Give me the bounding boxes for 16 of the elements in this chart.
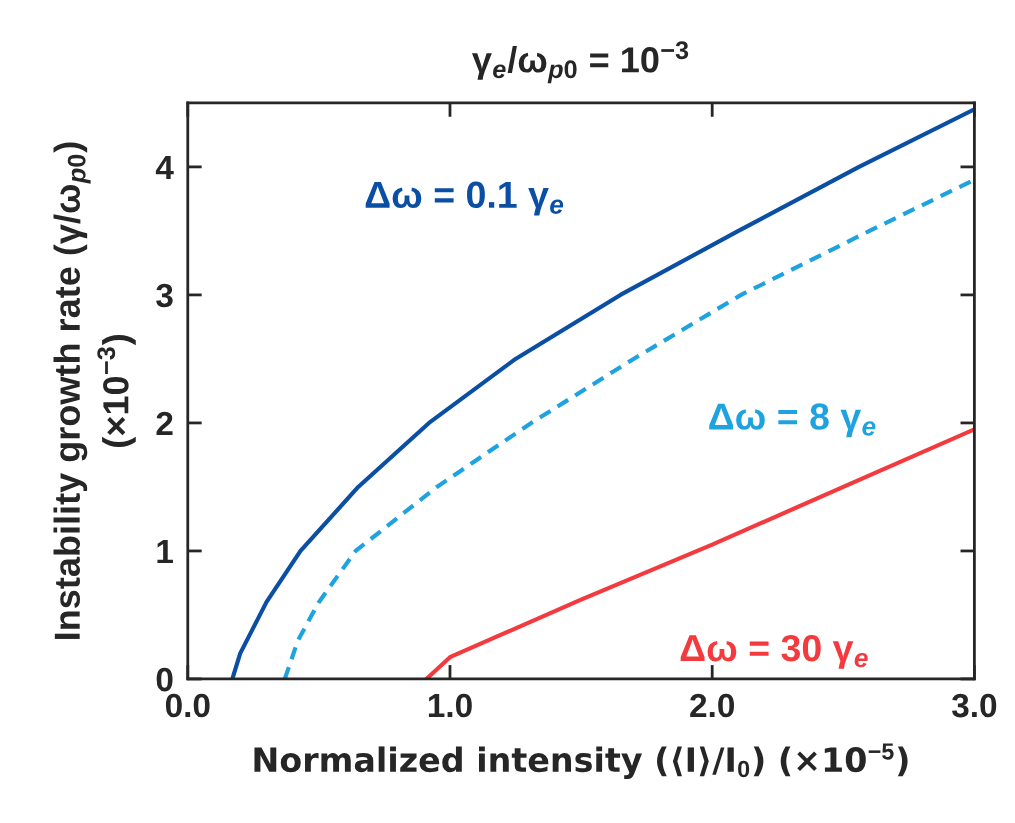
text: Δω = 8 γ$_{e}$ bbox=[709, 403, 876, 438]
x-tick-label: 2.0 bbox=[690, 693, 734, 718]
y-tick-label: 1 bbox=[157, 540, 173, 564]
chart-title: γ$_{e}$/ω$_{p0}$ = 10$^{−3}$ bbox=[471, 41, 689, 84]
text: Δω = 0.1 γ$_{e}$ bbox=[365, 181, 564, 216]
text: Instability growth rate (γ/ω$_{p0}$) (×10$^{−3}$) bbox=[53, 142, 136, 639]
x-tick-label: 0.0 bbox=[165, 693, 210, 718]
y-tick-label: 2 bbox=[156, 411, 173, 436]
y-tick-label: 0 bbox=[156, 667, 173, 692]
series-label: Δω = 30 γ$_{e}$ bbox=[680, 634, 868, 669]
y-tick-label: 3 bbox=[156, 283, 173, 308]
x-tick-label: 3.0 bbox=[952, 693, 997, 718]
y-tick-label: 4 bbox=[155, 156, 174, 179]
line-series bbox=[230, 107, 975, 679]
x-tick-label: 1.0 bbox=[428, 693, 472, 718]
x-axis-title: Normalized intensity (⟨I⟩/I$_{0}$) (×10$^{−5}$) bbox=[254, 743, 908, 779]
